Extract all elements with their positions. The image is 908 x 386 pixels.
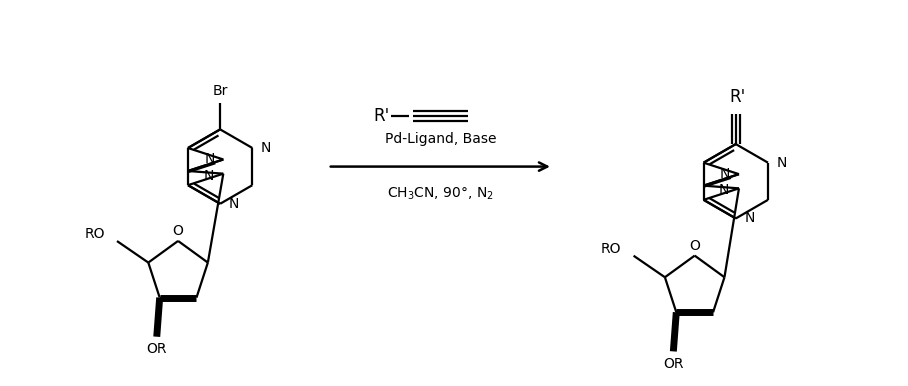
Text: N: N xyxy=(229,197,239,211)
Text: N: N xyxy=(776,156,787,170)
Text: R': R' xyxy=(373,107,390,125)
Text: N: N xyxy=(719,183,729,197)
Text: RO: RO xyxy=(84,227,104,241)
Text: Pd-Ligand, Base: Pd-Ligand, Base xyxy=(385,132,496,146)
Text: Br: Br xyxy=(212,84,228,98)
Text: N: N xyxy=(720,167,730,181)
Text: N: N xyxy=(261,141,271,155)
Text: RO: RO xyxy=(601,242,621,256)
Text: OR: OR xyxy=(663,357,684,371)
Text: CH$_3$CN, 90°, N$_2$: CH$_3$CN, 90°, N$_2$ xyxy=(387,186,494,202)
Text: O: O xyxy=(689,239,700,253)
Text: N: N xyxy=(745,212,755,225)
Text: O: O xyxy=(173,224,183,238)
Text: R': R' xyxy=(730,88,745,106)
Text: N: N xyxy=(204,152,215,166)
Text: N: N xyxy=(203,169,213,183)
Text: OR: OR xyxy=(146,342,167,356)
